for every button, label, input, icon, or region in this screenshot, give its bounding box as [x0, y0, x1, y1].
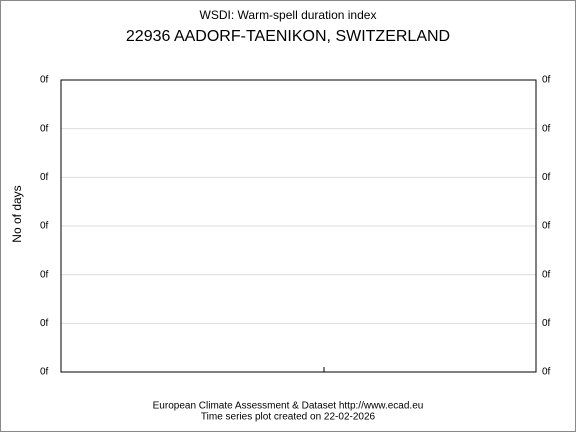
- y-axis-label: No of days: [10, 185, 24, 242]
- y2-tick-label: 0f: [542, 172, 551, 183]
- y-tick-label: 0f: [40, 123, 49, 134]
- y2-tick-label: 0f: [542, 367, 551, 378]
- y-tick-label: 0f: [40, 172, 49, 183]
- y-tick-label: 0f: [40, 269, 49, 280]
- y2-tick-label: 0f: [542, 75, 551, 86]
- plot-frame: [60, 79, 537, 373]
- chart-title: WSDI: Warm-spell duration index: [200, 8, 377, 22]
- footer-source: European Climate Assessment & Dataset ht…: [153, 401, 424, 412]
- footer-created: Time series plot created on 22-02-2026: [201, 412, 376, 423]
- chart-subtitle: 22936 AADORF-TAENIKON, SWITZERLAND: [126, 28, 450, 45]
- y2-tick-label: 0f: [542, 123, 551, 134]
- y2-tick-label: 0f: [542, 221, 551, 232]
- y-tick-label: 0f: [40, 318, 49, 329]
- y-tick-label: 0f: [40, 367, 49, 378]
- y2-tick-label: 0f: [542, 318, 551, 329]
- y-tick-label: 0f: [40, 221, 49, 232]
- y-tick-label: 0f: [40, 75, 49, 86]
- y2-tick-label: 0f: [542, 269, 551, 280]
- grid: [61, 128, 536, 324]
